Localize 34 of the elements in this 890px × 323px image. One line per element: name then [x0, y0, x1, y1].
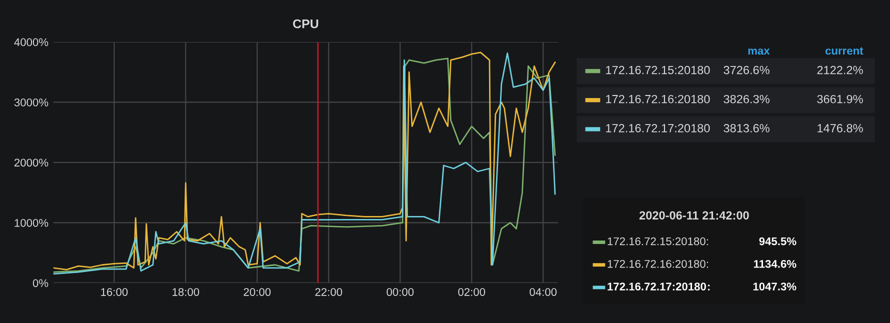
- x-tick-label: 00:00: [386, 288, 414, 296]
- x-tick-label: 20:00: [244, 288, 271, 296]
- text: 3826.3%: [724, 94, 770, 104]
- text: 172.16.72.17:20180: [608, 282, 706, 290]
- text: :: [706, 239, 708, 246]
- chart-title: CPU: [293, 19, 318, 28]
- legend-label: 172.16.72.17:20180: [606, 124, 710, 132]
- text: 945.5%: [759, 237, 796, 246]
- x-tick-label: 04:00: [530, 288, 557, 296]
- text: max: [748, 48, 770, 55]
- text: 172.16.72.15:20180: [608, 237, 706, 246]
- x-tick-label: 02:00: [458, 288, 486, 296]
- x-tick-label: 22:00: [315, 288, 342, 296]
- text: 2122.2%: [817, 66, 863, 74]
- text: 2020-06-11 21:42:00: [639, 211, 749, 220]
- y-tick-label: 3000%: [14, 98, 48, 106]
- text: 172.16.72.16:20180: [608, 260, 706, 268]
- text: 1047.3%: [753, 282, 796, 290]
- text: 3726.6%: [724, 66, 770, 74]
- legend-label: 172.16.72.16:20180: [606, 94, 710, 104]
- y-tick-label: 2000%: [14, 158, 48, 167]
- text: 3661.9%: [817, 94, 863, 104]
- text: 1476.8%: [818, 124, 863, 132]
- text: 3813.6%: [724, 124, 770, 132]
- text: :: [706, 262, 708, 268]
- legend-label: 172.16.72.15:20180: [606, 66, 710, 74]
- text: 1134.6%: [754, 260, 796, 268]
- y-tick-label: 0%: [32, 279, 48, 288]
- x-tick-label: 18:00: [172, 288, 200, 296]
- y-tick-label: 4000%: [14, 38, 48, 46]
- x-tick-label: 16:00: [101, 288, 128, 296]
- text: current: [825, 47, 864, 55]
- y-tick-label: 1000%: [14, 218, 48, 227]
- text: :: [708, 284, 710, 290]
